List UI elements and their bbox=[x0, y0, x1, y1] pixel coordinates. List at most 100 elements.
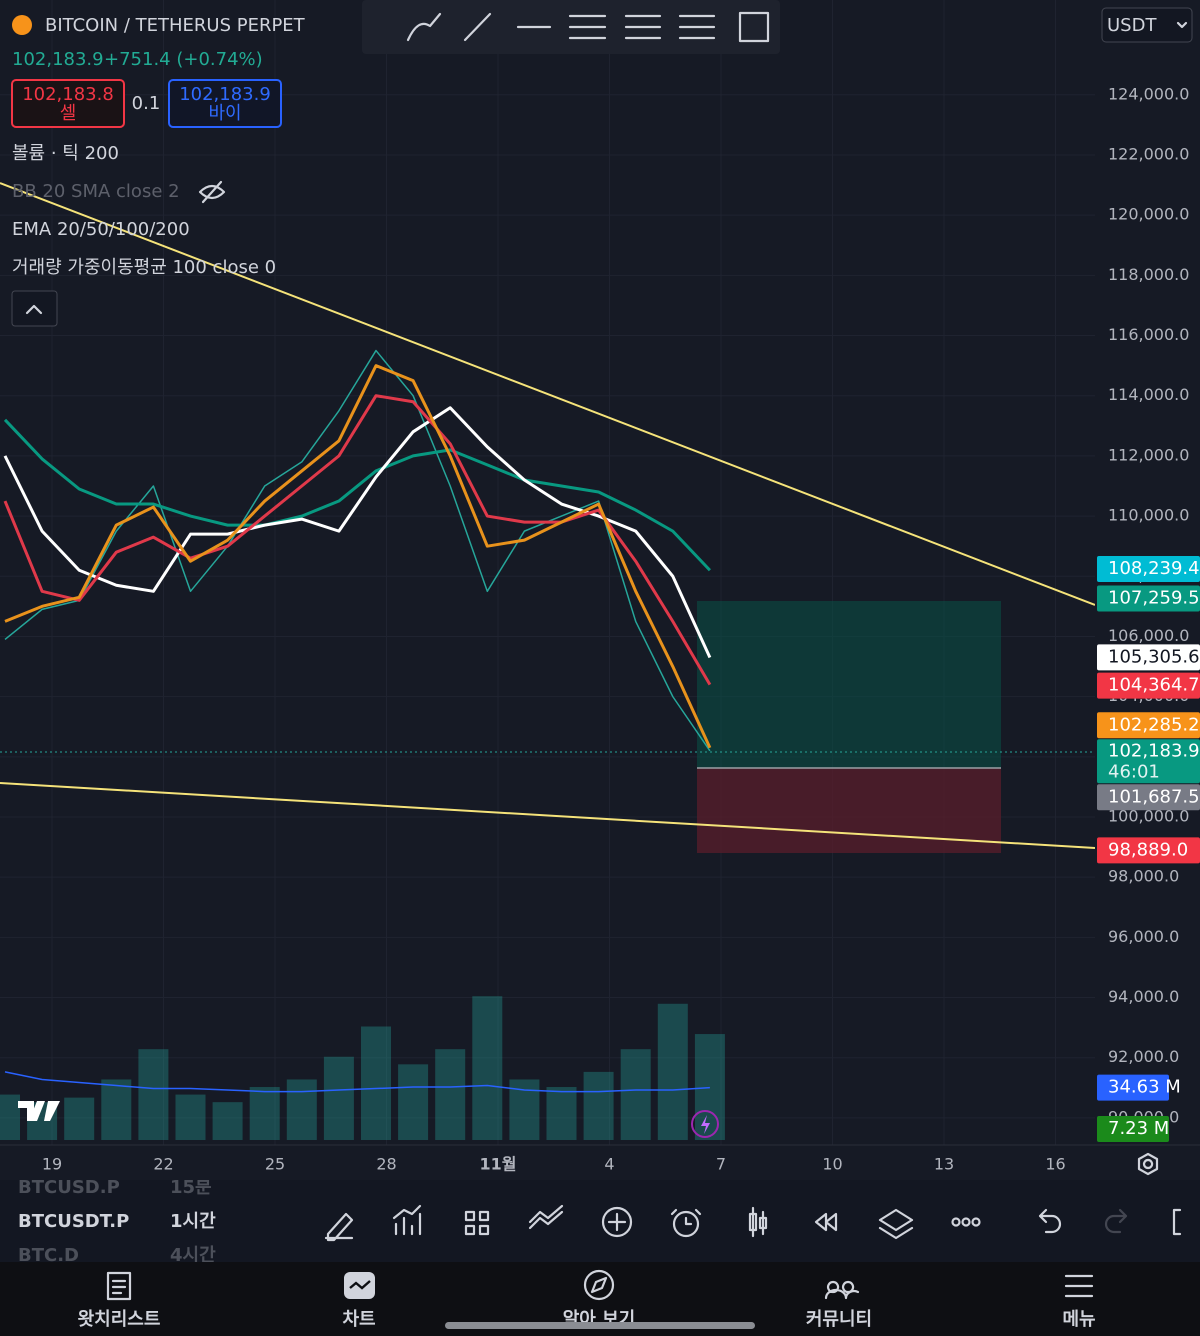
buy-label[interactable]: 바이 bbox=[208, 103, 241, 124]
indicator[interactable]: BB 20 SMA close 2 bbox=[12, 181, 180, 202]
y-tick-label: 106,000.0 bbox=[1108, 626, 1189, 645]
interval[interactable]: 15분 bbox=[170, 1177, 212, 1198]
settings-icon[interactable] bbox=[1137, 1152, 1159, 1176]
candle-tool[interactable] bbox=[748, 1206, 768, 1238]
y-tick-label: 122,000.0 bbox=[1108, 144, 1189, 163]
price-tag-label: 101,687.5 bbox=[1108, 786, 1200, 807]
fullscreen-tool[interactable] bbox=[1172, 1208, 1182, 1236]
buy-price[interactable]: 102,183.9 bbox=[179, 84, 271, 105]
explore-icon[interactable] bbox=[583, 1269, 615, 1301]
volume-bar bbox=[583, 1071, 614, 1140]
currency[interactable]: USDT bbox=[1107, 15, 1157, 36]
volume-tag-label: 34.63 M bbox=[1108, 1077, 1181, 1098]
y-tick-label: 112,000.0 bbox=[1108, 445, 1189, 464]
interval[interactable]: 4시간 bbox=[170, 1245, 216, 1266]
sell-price[interactable]: 102,183.8 bbox=[22, 84, 114, 105]
x-tick-label: 25 bbox=[265, 1155, 285, 1174]
hidden-icon[interactable] bbox=[198, 180, 226, 204]
buy-button[interactable]: 102,183.9 바이 bbox=[168, 79, 282, 128]
nav-label[interactable]: 메뉴 bbox=[1062, 1309, 1095, 1330]
volume-ma bbox=[4, 1071, 710, 1093]
add-tool[interactable] bbox=[601, 1206, 633, 1238]
last-price-tag bbox=[1097, 739, 1200, 784]
nav-label[interactable]: 왓치리스트 bbox=[78, 1309, 161, 1330]
price-tag bbox=[1097, 784, 1200, 811]
volume-bar bbox=[361, 1026, 391, 1140]
volume-bar bbox=[435, 1049, 466, 1140]
more-dot[interactable] bbox=[971, 1217, 981, 1227]
x-tick-label: 13 bbox=[934, 1155, 954, 1174]
price-tag-label: 104,364.7 bbox=[1108, 675, 1200, 696]
alert-icon[interactable] bbox=[691, 1110, 719, 1138]
sell-box[interactable] bbox=[11, 79, 125, 128]
add-icon bbox=[607, 1212, 627, 1232]
brush-tool[interactable] bbox=[406, 12, 442, 42]
sell-label[interactable]: 셀 bbox=[60, 103, 77, 124]
price-tag-label: 108,239.4 bbox=[1108, 558, 1200, 579]
channel-tool[interactable] bbox=[568, 14, 607, 40]
indicator[interactable]: EMA 20/50/100/200 bbox=[12, 219, 190, 240]
volume-bar bbox=[657, 1003, 688, 1140]
community-icon[interactable] bbox=[824, 1280, 860, 1300]
symbol-title: BITCOIN / TETHERUS PERPET bbox=[45, 15, 306, 36]
buy-box[interactable] bbox=[168, 79, 282, 128]
y-tick-label: 118,000.0 bbox=[1108, 265, 1189, 284]
x-tick-label: 22 bbox=[153, 1155, 173, 1174]
undo-tool[interactable] bbox=[1038, 1208, 1062, 1234]
trendline-tool[interactable] bbox=[463, 12, 492, 42]
coin-icon bbox=[12, 15, 32, 35]
pitchfork-tool[interactable] bbox=[624, 14, 662, 40]
redo-tool[interactable] bbox=[1104, 1208, 1128, 1234]
volume-bar bbox=[175, 1094, 206, 1140]
indicator[interactable]: 볼륨 · 틱 200 bbox=[12, 143, 119, 164]
volume-bar bbox=[620, 1049, 651, 1140]
nav-label[interactable]: 차트 bbox=[342, 1309, 375, 1330]
price-tag-label: 107,259.5 bbox=[1108, 588, 1200, 609]
y-tick-label: 110,000.0 bbox=[1108, 506, 1189, 525]
interval[interactable]: 1시간 bbox=[170, 1211, 216, 1232]
collapse-button[interactable] bbox=[11, 290, 58, 327]
price-tag-label: 105,305.6 bbox=[1108, 646, 1200, 667]
replay-tool[interactable] bbox=[814, 1212, 838, 1232]
y-tick-label: 124,000.0 bbox=[1108, 84, 1189, 103]
symbol[interactable]: BTCUSDT.P bbox=[18, 1211, 129, 1232]
symbol-strip bbox=[0, 1180, 1200, 1262]
drawing-toolbar bbox=[362, 0, 780, 54]
symbol[interactable]: BTCUSD.P bbox=[18, 1177, 120, 1198]
x-tick-label: 28 bbox=[376, 1155, 396, 1174]
alarm-tool[interactable] bbox=[672, 1210, 700, 1238]
draw-tool[interactable] bbox=[324, 1212, 354, 1242]
menu-icon[interactable] bbox=[1064, 1274, 1094, 1298]
volume-tag bbox=[1097, 1074, 1169, 1101]
watchlist-icon[interactable] bbox=[106, 1271, 132, 1301]
fib-tool[interactable] bbox=[678, 14, 716, 40]
currency-box[interactable] bbox=[1101, 7, 1193, 43]
price-tag bbox=[1097, 644, 1200, 671]
indicator[interactable]: 거래량 가중이동평균 100 close 0 bbox=[12, 257, 276, 278]
layers-tool[interactable] bbox=[878, 1208, 914, 1240]
nav-label[interactable]: 커뮤니티 bbox=[806, 1309, 872, 1330]
price-tag bbox=[1097, 837, 1200, 864]
trend-line bbox=[0, 182, 1095, 606]
more-dot[interactable] bbox=[951, 1217, 961, 1227]
last-price: 102,183.9 bbox=[12, 49, 104, 70]
more-dot[interactable] bbox=[961, 1217, 971, 1227]
volume-bar bbox=[286, 1079, 317, 1140]
volume-bar bbox=[249, 1087, 280, 1140]
rect-tool[interactable] bbox=[738, 11, 770, 43]
trend-line bbox=[0, 782, 1095, 849]
layout-tool[interactable] bbox=[464, 1210, 490, 1236]
x-tick-label: 16 bbox=[1045, 1155, 1065, 1174]
sell-button[interactable]: 102,183.8 셀 bbox=[11, 79, 125, 128]
volume-tag-label: 7.23 M bbox=[1108, 1118, 1169, 1139]
price-tag bbox=[1097, 672, 1200, 699]
volume-bar bbox=[472, 996, 503, 1140]
volume-bar bbox=[398, 1064, 429, 1140]
indicator-tool[interactable] bbox=[392, 1204, 422, 1236]
alert-bolt bbox=[701, 1115, 710, 1134]
compare-tool[interactable] bbox=[528, 1204, 564, 1230]
x-tick-label: 10 bbox=[822, 1155, 842, 1174]
price-tag-label: 102,285.2 bbox=[1108, 714, 1200, 735]
volume-bar bbox=[212, 1102, 243, 1140]
symbol[interactable]: BTC.D bbox=[18, 1245, 79, 1266]
